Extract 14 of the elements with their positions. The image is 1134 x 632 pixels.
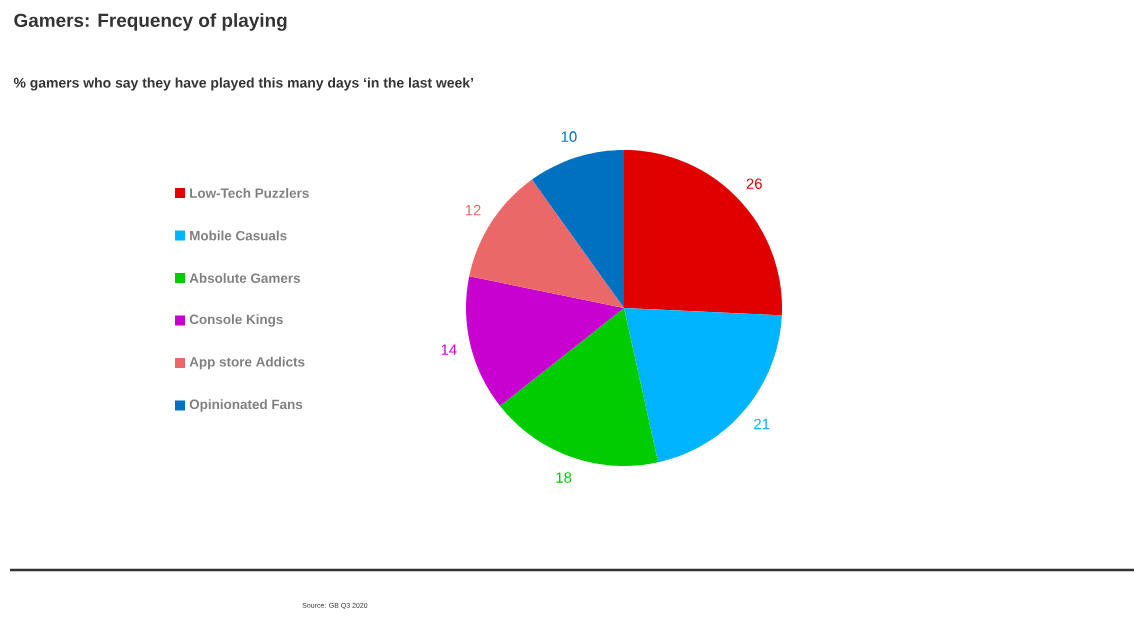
legend-label: Console Kings	[189, 314, 283, 327]
data-label: 10	[561, 131, 577, 142]
chart-title: Gamers: Frequency of playing	[14, 13, 287, 31]
legend-label: Low-Tech Puzzlers	[190, 188, 309, 198]
data-label: 12	[465, 204, 481, 216]
data-label: 18	[556, 472, 572, 483]
legend-label: Opinionated Fans	[189, 399, 303, 412]
legend-label: Absolute Gamers	[189, 273, 301, 283]
data-label: 26	[746, 178, 762, 189]
data-label: 14	[441, 344, 457, 355]
data-label: 21	[754, 418, 770, 430]
chart-subtitle: % gamers who say they have played this many days ‘in the last week’	[13, 77, 473, 91]
legend-label: App store Addicts	[189, 356, 305, 370]
legend-label: Mobile Casuals	[190, 230, 287, 241]
